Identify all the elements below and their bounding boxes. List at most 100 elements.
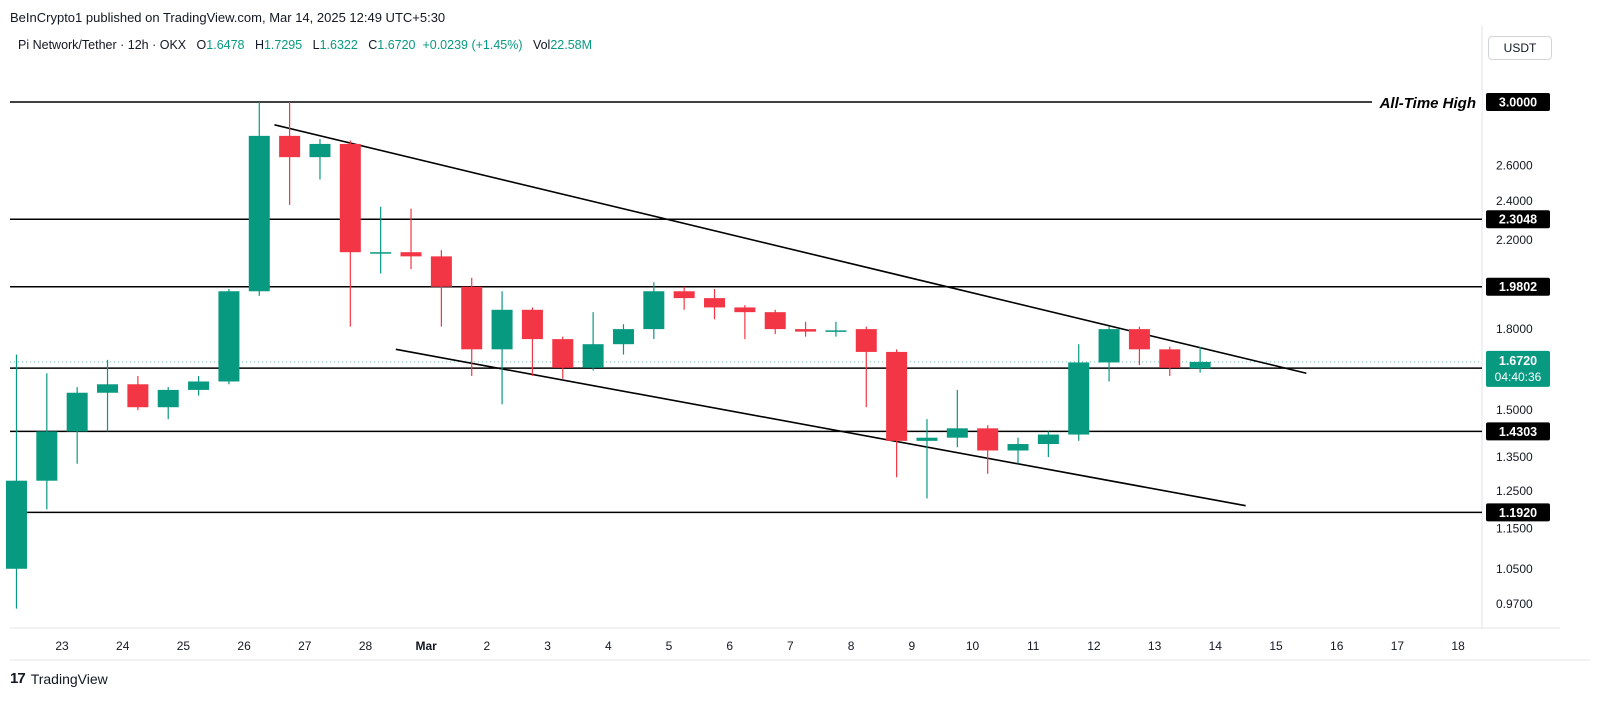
candle-body bbox=[188, 381, 210, 390]
candle-body bbox=[977, 428, 999, 451]
x-tick-label: 14 bbox=[1209, 639, 1223, 653]
y-tick-label: 1.5000 bbox=[1496, 403, 1533, 417]
candle-body bbox=[97, 384, 119, 393]
x-tick-label: 9 bbox=[908, 639, 915, 653]
x-tick-label: 26 bbox=[237, 639, 251, 653]
open-label: O bbox=[196, 38, 207, 52]
candle-body bbox=[1098, 329, 1120, 363]
currency-button[interactable]: USDT bbox=[1488, 36, 1552, 60]
level-label: 1.9802 bbox=[1499, 280, 1537, 294]
level-label-bg bbox=[1486, 422, 1550, 441]
x-tick-label: Mar bbox=[416, 639, 438, 653]
candle-body bbox=[673, 291, 695, 299]
candle-body bbox=[764, 312, 786, 330]
trendline bbox=[274, 124, 1307, 375]
y-tick-label: 1.2500 bbox=[1496, 484, 1533, 498]
candle-body bbox=[5, 480, 27, 569]
x-tick-label: 3 bbox=[544, 639, 551, 653]
y-tick-label: 1.3500 bbox=[1496, 450, 1533, 464]
publisher-line: BeInCrypto1 published on TradingView.com… bbox=[10, 10, 446, 25]
tradingview-brand: 17 TradingView bbox=[10, 670, 108, 687]
candle-body bbox=[734, 307, 756, 313]
x-tick-label: 4 bbox=[605, 639, 612, 653]
current-price-tag bbox=[1486, 350, 1550, 387]
candle-body bbox=[643, 291, 665, 330]
symbol-name[interactable]: Pi Network/Tether · 12h · OKX bbox=[18, 38, 187, 52]
y-tick-label: 2.6000 bbox=[1496, 159, 1533, 173]
candle-body bbox=[552, 339, 574, 368]
level-label: 1.1920 bbox=[1499, 506, 1537, 520]
level-label: 1.4303 bbox=[1499, 425, 1537, 439]
x-tick-label: 17 bbox=[1391, 639, 1405, 653]
level-label-bg bbox=[1486, 277, 1550, 296]
low-value: 1.6322 bbox=[319, 38, 358, 52]
level-label: 2.3048 bbox=[1499, 213, 1537, 227]
open-value: 1.6478 bbox=[206, 38, 245, 52]
symbol-info-bar: Pi Network/Tether · 12h · OKX O1.6478 H1… bbox=[18, 38, 592, 52]
candle-body bbox=[491, 309, 513, 350]
candle-body bbox=[430, 256, 452, 287]
high-value: 1.7295 bbox=[263, 38, 303, 52]
low-label: L bbox=[312, 38, 320, 52]
x-tick-label: 25 bbox=[177, 639, 191, 653]
volume-label: Vol bbox=[532, 38, 551, 52]
candle-body bbox=[886, 351, 908, 441]
level-label: 3.0000 bbox=[1499, 96, 1537, 110]
candle-body bbox=[218, 291, 240, 382]
annotation-bg bbox=[1372, 91, 1482, 113]
candle-body bbox=[1068, 362, 1090, 435]
candle-body bbox=[127, 384, 149, 408]
candle-body bbox=[1007, 444, 1029, 451]
candle-body bbox=[521, 309, 543, 340]
candle-body bbox=[916, 437, 938, 441]
candle-body bbox=[309, 143, 331, 158]
candle-body bbox=[825, 330, 847, 332]
candle-body bbox=[704, 298, 726, 308]
x-tick-label: 12 bbox=[1087, 639, 1101, 653]
trendline bbox=[395, 348, 1246, 507]
candle-body bbox=[248, 135, 270, 292]
x-tick-label: 16 bbox=[1330, 639, 1344, 653]
close-value: 1.6720 bbox=[377, 38, 416, 52]
level-label-bg bbox=[1486, 93, 1550, 111]
volume-value: 22.58M bbox=[550, 38, 593, 52]
ath-annotation: All-Time High bbox=[1379, 95, 1476, 112]
candle-body bbox=[795, 329, 817, 332]
x-tick-label: 6 bbox=[726, 639, 733, 653]
y-tick-label: 1.1500 bbox=[1496, 521, 1533, 535]
level-label-bg bbox=[1486, 503, 1550, 522]
candle-body bbox=[461, 286, 483, 350]
candle-body bbox=[370, 252, 392, 254]
x-tick-label: 27 bbox=[298, 639, 312, 653]
x-tick-label: 10 bbox=[966, 639, 980, 653]
y-tick-label: 1.8000 bbox=[1496, 322, 1533, 336]
high-label: H bbox=[254, 38, 264, 52]
candle-body bbox=[612, 329, 634, 345]
candle-body bbox=[36, 431, 58, 481]
candle-body bbox=[855, 329, 877, 352]
x-tick-label: 2 bbox=[484, 639, 491, 653]
tradingview-name: TradingView bbox=[30, 670, 108, 687]
x-tick-label: 24 bbox=[116, 639, 130, 653]
x-tick-label: 18 bbox=[1451, 639, 1465, 653]
candle-body bbox=[582, 344, 604, 368]
x-tick-label: 28 bbox=[359, 639, 373, 653]
tradingview-logo-icon: 17 bbox=[10, 670, 26, 687]
y-tick-label: 2.2000 bbox=[1496, 233, 1533, 247]
countdown-label: 04:40:36 bbox=[1495, 370, 1542, 384]
candle-body bbox=[1128, 329, 1150, 350]
y-tick-label: 1.0500 bbox=[1496, 562, 1533, 576]
close-label: C bbox=[368, 38, 378, 52]
candle-body bbox=[157, 389, 179, 408]
x-tick-label: 13 bbox=[1148, 639, 1162, 653]
candle-body bbox=[66, 392, 88, 432]
y-tick-label: 2.4000 bbox=[1496, 194, 1533, 208]
candle-body bbox=[400, 252, 422, 257]
x-tick-label: 5 bbox=[666, 639, 673, 653]
candle-body bbox=[279, 135, 301, 158]
x-tick-label: 15 bbox=[1269, 639, 1283, 653]
x-tick-label: 11 bbox=[1027, 639, 1040, 653]
x-tick-label: 23 bbox=[55, 639, 69, 653]
candle-body bbox=[339, 143, 361, 253]
